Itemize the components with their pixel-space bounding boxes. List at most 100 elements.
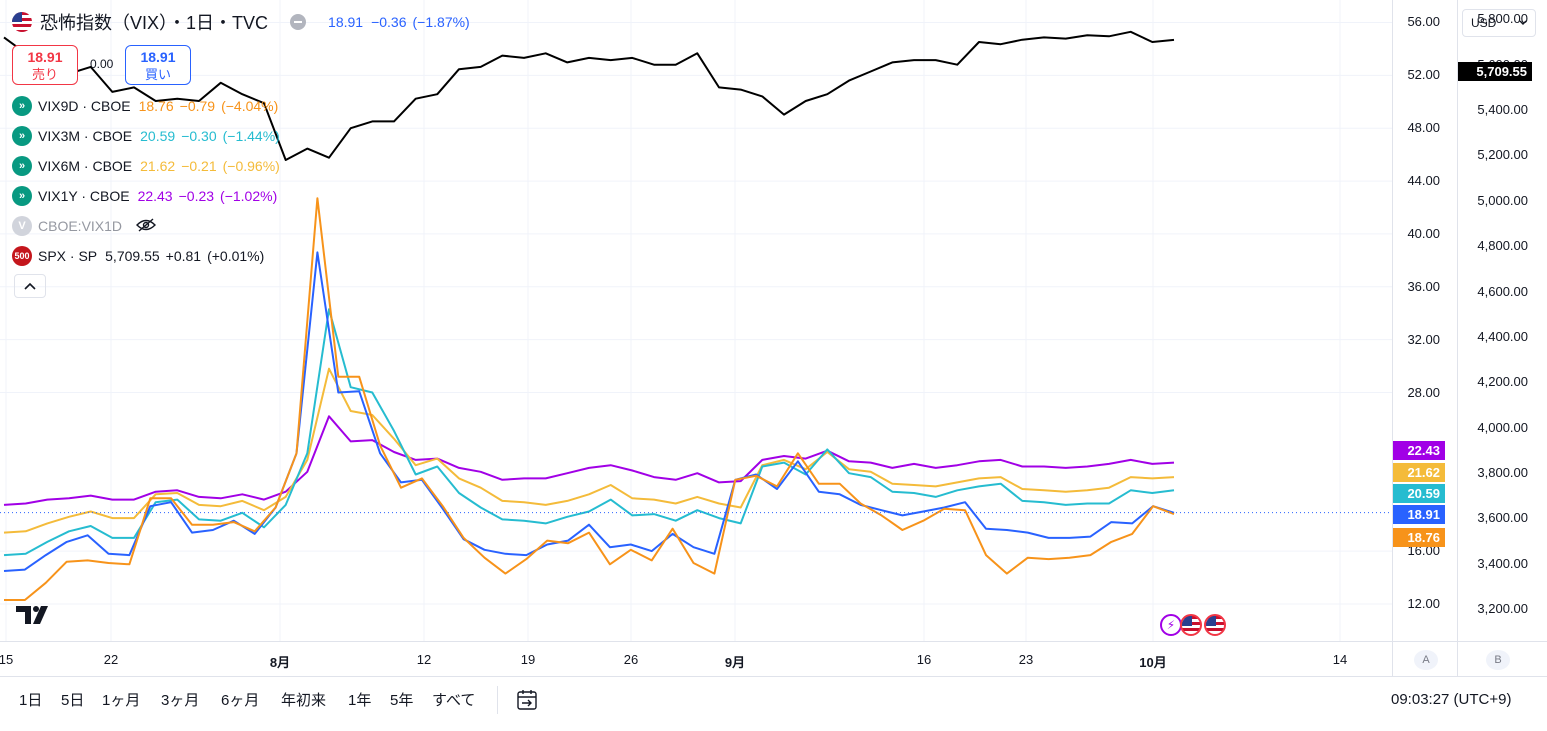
- eye-off-icon[interactable]: [136, 217, 157, 235]
- toolbar-divider: [497, 686, 498, 714]
- legend-pct: (−1.44%): [222, 128, 280, 144]
- range-1d-button[interactable]: 1日: [19, 692, 43, 709]
- legend-symbol: CBOE:VIX1D: [38, 218, 123, 234]
- us-economic-event-icon[interactable]: [1204, 614, 1226, 636]
- collapse-legend-button[interactable]: [14, 274, 46, 298]
- cboe-logo-icon: »: [12, 96, 32, 116]
- buy-button[interactable]: 18.91 買い: [125, 45, 191, 85]
- time-axis-tick-label: 9月: [724, 655, 746, 670]
- range-5d-button[interactable]: 5日: [61, 692, 85, 709]
- last-value-tag-vix1y: 22.43: [1393, 441, 1445, 460]
- lightning-event-icon[interactable]: ⚡: [1160, 614, 1182, 636]
- legend-value: 20.59: [140, 128, 176, 144]
- sell-button[interactable]: 18.91 売り: [12, 45, 78, 85]
- currency-label: USD: [1471, 16, 1497, 30]
- cboe-logo-icon: »: [12, 126, 32, 146]
- tradingview-logo-icon[interactable]: [16, 604, 56, 631]
- time-axis-tick-label: 8月: [269, 655, 291, 670]
- right-axis-tick-label: 3,400.00: [1477, 555, 1528, 571]
- chevron-up-icon: [24, 282, 36, 290]
- legend-value: 5,709.55: [105, 248, 160, 264]
- series-line-spx[interactable]: [3, 30, 1175, 161]
- vix1d-logo-icon: V: [12, 216, 32, 236]
- time-axis-tick-label: 16: [916, 652, 932, 667]
- legend-vix9d[interactable]: » VIX9D · CBOE 18.76 −0.79 (−4.04%): [12, 95, 284, 117]
- currency-select[interactable]: USD: [1462, 9, 1536, 37]
- last-value-tag-vix6m: 21.62: [1393, 463, 1445, 482]
- symbol-title: 恐怖指数（VIX）・1日・TVC: [40, 13, 269, 33]
- time-axis-tick-label: 12: [416, 652, 432, 667]
- series-line-vix[interactable]: [3, 251, 1175, 572]
- range-ytd-button[interactable]: 年初来: [281, 692, 327, 709]
- calendar-goto-icon[interactable]: [515, 688, 539, 717]
- legend-change: −0.79: [179, 98, 216, 114]
- right-axis-tick-label: 5,800.00: [1477, 11, 1528, 27]
- right-axis-tick-label: 5,000.00: [1477, 192, 1528, 208]
- clock-timezone[interactable]: 09:03:27 (UTC+9): [1391, 691, 1512, 708]
- buy-price: 18.91: [140, 49, 176, 65]
- time-axis-tick-label: 14: [1332, 652, 1348, 667]
- sp500-logo-icon: 500: [12, 246, 32, 266]
- left-axis-tick-label: 36.00: [1407, 278, 1440, 294]
- left-axis-tick-label: 52.00: [1407, 67, 1440, 83]
- legend-change: −0.21: [181, 158, 217, 174]
- right-axis-tick-label: 5,400.00: [1477, 102, 1528, 118]
- scale-b-button[interactable]: B: [1486, 650, 1510, 670]
- right-axis-tick-label: 4,000.00: [1477, 419, 1528, 435]
- time-axis-tick-label: 10月: [1139, 655, 1167, 670]
- market-status-icon: [290, 14, 307, 30]
- bottom-toolbar-border: [0, 676, 1547, 677]
- legend-vix1d[interactable]: V CBOE:VIX1D: [12, 215, 157, 237]
- series-line-vix6m[interactable]: [3, 367, 1175, 534]
- event-markers[interactable]: ⚡: [1160, 614, 1226, 636]
- legend-vix1y[interactable]: » VIX1Y · CBOE 22.43 −0.23 (−1.02%): [12, 185, 283, 207]
- legend-pct: (−1.02%): [220, 188, 278, 204]
- chart-grid: [0, 0, 1392, 641]
- symbol-header[interactable]: 恐怖指数（VIX）・1日・TVC 18.91 −0.36 (−1.87%): [12, 9, 470, 35]
- scale-a-button[interactable]: A: [1414, 650, 1438, 670]
- range-1y-button[interactable]: 1年: [348, 692, 372, 709]
- right-axis-tick-label: 5,200.00: [1477, 147, 1528, 163]
- legend-vix6m[interactable]: » VIX6M · CBOE 21.62 −0.21 (−0.96%): [12, 155, 286, 177]
- left-axis-tick-label: 40.00: [1407, 225, 1440, 241]
- series-line-vix1y[interactable]: [3, 415, 1175, 506]
- range-all-button[interactable]: すべて: [432, 692, 476, 709]
- header-change-pct: (−1.87%): [412, 14, 470, 30]
- series-line-vix9d[interactable]: [4, 197, 1175, 601]
- cboe-logo-icon: »: [12, 186, 32, 206]
- us-economic-event-icon[interactable]: [1180, 614, 1202, 636]
- range-5y-button[interactable]: 5年: [390, 692, 414, 709]
- time-axis-tick-label: 19: [520, 652, 536, 667]
- legend-spx[interactable]: 500 SPX · SP 5,709.55 +0.81 (+0.01%): [12, 245, 270, 267]
- left-axis-tick-label: 44.00: [1407, 173, 1440, 189]
- series-line-vix3m[interactable]: [3, 308, 1175, 557]
- legend-value: 22.43: [137, 188, 173, 204]
- header-price: 18.91: [328, 14, 364, 30]
- left-axis-tick-label: 32.00: [1407, 331, 1440, 347]
- right-axis-tick-label: 4,800.00: [1477, 238, 1528, 254]
- legend-pct: (−4.04%): [221, 98, 279, 114]
- range-6m-button[interactable]: 6ヶ月: [221, 692, 260, 709]
- legend-vix3m[interactable]: » VIX3M · CBOE 20.59 −0.30 (−1.44%): [12, 125, 286, 147]
- legend-symbol: SPX · SP: [38, 248, 98, 264]
- us-flag-icon: [12, 12, 32, 32]
- legend-symbol: VIX1Y · CBOE: [38, 188, 130, 204]
- right-axis-tick-label: 4,600.00: [1477, 283, 1528, 299]
- last-value-tag-vix: 18.91: [1393, 505, 1445, 524]
- range-3m-button[interactable]: 3ヶ月: [161, 692, 200, 709]
- right-axis-tick-label: 3,200.00: [1477, 601, 1528, 617]
- last-value-tag-vix9d: 18.76: [1393, 528, 1445, 547]
- last-value-tag-spx: 5,709.55: [1458, 62, 1532, 81]
- price-axis-border-left: [1392, 0, 1393, 676]
- legend-symbol: VIX6M · CBOE: [38, 158, 133, 174]
- range-1m-button[interactable]: 1ヶ月: [102, 692, 141, 709]
- spread-value: 0.00: [90, 57, 114, 71]
- legend-value: 21.62: [140, 158, 176, 174]
- time-axis-tick-label: 23: [1018, 652, 1034, 667]
- legend-pct: (+0.01%): [207, 248, 265, 264]
- price-axis-border-right: [1457, 0, 1458, 676]
- legend-change: +0.81: [165, 248, 202, 264]
- cboe-logo-icon: »: [12, 156, 32, 176]
- legend-symbol: VIX9D · CBOE: [38, 98, 131, 114]
